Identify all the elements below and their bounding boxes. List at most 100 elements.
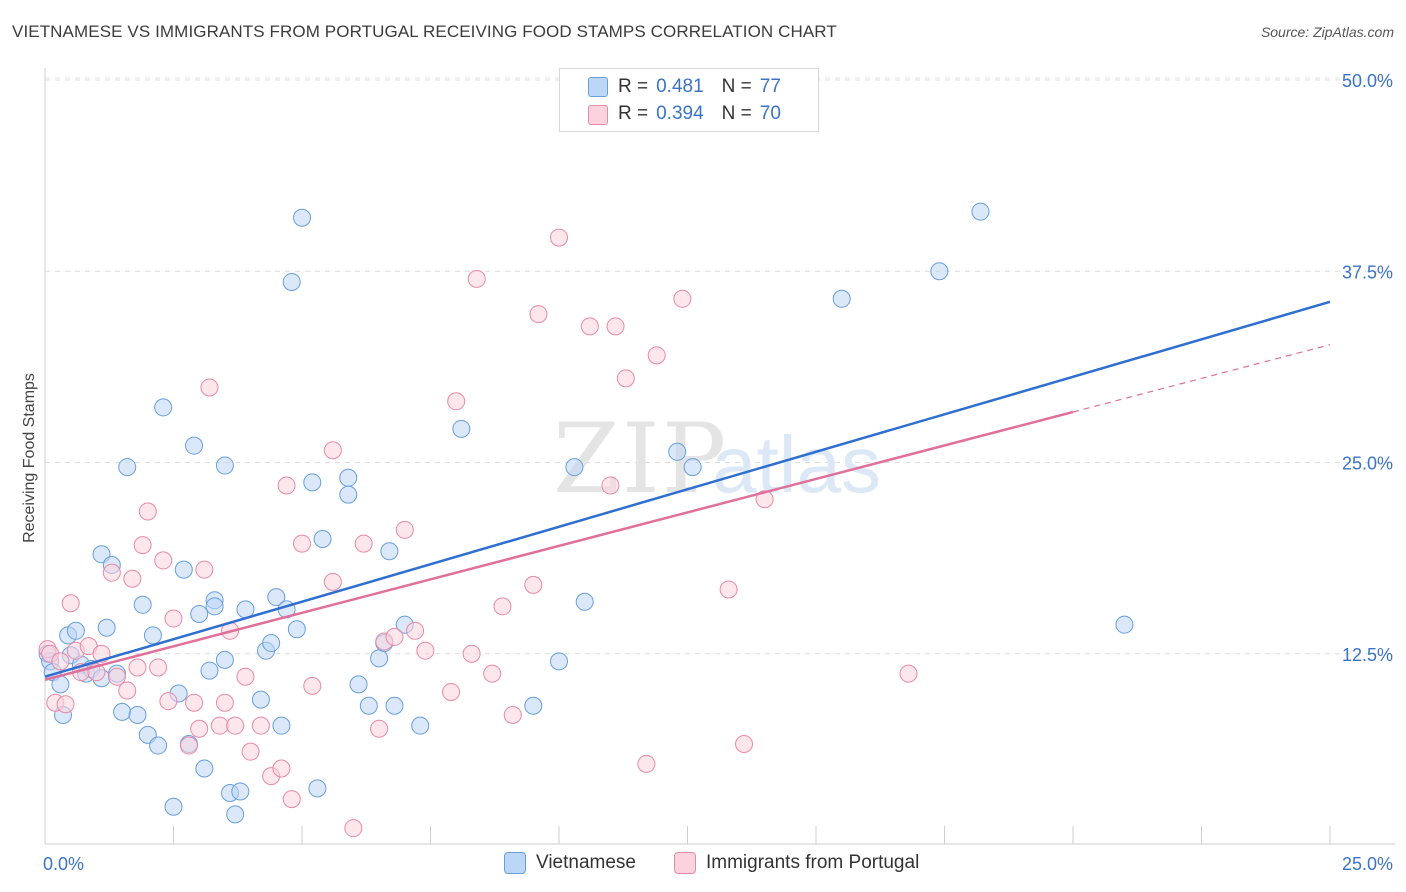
data-point [616, 369, 635, 388]
data-point [359, 696, 378, 715]
data-point [195, 759, 214, 778]
data-point [580, 317, 599, 336]
data-point [107, 667, 126, 686]
data-point [128, 658, 147, 677]
data-point [339, 485, 358, 504]
data-point [226, 805, 245, 824]
data-point [102, 563, 121, 582]
data-point [370, 649, 389, 668]
data-point [293, 534, 311, 553]
data-point [293, 208, 311, 227]
data-point [452, 419, 471, 438]
data-point [200, 378, 219, 397]
data-point [308, 779, 327, 798]
data-point [565, 458, 584, 477]
data-point [354, 534, 373, 553]
data-point [195, 560, 214, 579]
data-point [395, 520, 414, 539]
data-point [190, 604, 209, 623]
legend-item-vietnamese: Vietnamese [504, 852, 636, 874]
legend-r-label: R = [618, 103, 649, 124]
data-point [380, 542, 399, 561]
data-point [462, 644, 481, 663]
data-point [200, 661, 219, 680]
data-point [51, 652, 70, 671]
y-tick-label: 25.0% [1342, 454, 1393, 474]
data-point [133, 595, 152, 614]
trend-lines [44, 300, 1331, 681]
data-point [251, 690, 270, 709]
data-point [385, 627, 404, 646]
legend-r-label: R = [618, 76, 649, 97]
data-point [323, 572, 342, 591]
data-point [164, 609, 183, 628]
data-point [483, 664, 502, 683]
data-point [683, 458, 702, 477]
data-point [267, 588, 286, 607]
data-point [287, 620, 306, 639]
legend-n-value: 77 [759, 76, 781, 97]
data-point [154, 551, 173, 570]
data-point [832, 289, 851, 308]
legend-r-value: 0.394 [656, 103, 704, 124]
data-point [406, 621, 425, 640]
data-point [174, 560, 193, 579]
data-point [113, 702, 132, 721]
data-point [215, 456, 234, 475]
data-point [133, 536, 152, 555]
data-point [123, 569, 142, 588]
data-point [344, 819, 363, 838]
data-point [601, 476, 620, 495]
legend-n-label: N = [721, 76, 752, 97]
data-point [575, 592, 594, 611]
data-point [241, 742, 260, 761]
stats-legend: R = 0.481 N = 77 R = 0.394 N = 70 [559, 68, 819, 132]
legend-n-label: N = [721, 103, 752, 124]
data-point [971, 202, 990, 221]
data-point [66, 621, 85, 640]
data-point [282, 790, 301, 809]
data-point [493, 597, 512, 616]
data-point [56, 695, 75, 714]
data-point [339, 468, 358, 487]
data-point [416, 641, 435, 660]
data-point [442, 683, 461, 701]
data-point [303, 473, 322, 492]
data-point [668, 442, 687, 461]
data-point [524, 696, 543, 715]
data-point [447, 392, 466, 411]
x-tick-label: 0.0% [43, 854, 84, 874]
trend-line [44, 410, 1074, 681]
data-point [159, 692, 178, 711]
axes [44, 68, 1395, 845]
data-point [231, 782, 250, 801]
data-point [719, 580, 738, 599]
y-tick-label: 12.5% [1342, 645, 1393, 665]
data-point [215, 650, 234, 669]
data-point [637, 754, 656, 773]
data-point [251, 716, 270, 735]
data-point [755, 490, 774, 509]
data-point [277, 476, 296, 495]
data-point [529, 305, 548, 324]
data-point [128, 705, 147, 724]
data-point [185, 693, 204, 712]
data-point [149, 736, 168, 755]
data-point [149, 658, 168, 677]
data-point [205, 597, 224, 616]
data-point [1115, 615, 1134, 634]
data-point [735, 735, 754, 754]
legend-row-vietnamese: R = 0.481 N = 77 [618, 75, 799, 99]
y-tick-label: 50.0% [1342, 71, 1393, 91]
data-point [61, 594, 80, 613]
data-point [226, 716, 245, 735]
data-point [143, 626, 162, 645]
data-point [411, 716, 430, 735]
data-point [236, 667, 255, 686]
data-point [930, 262, 949, 281]
data-point [118, 458, 137, 477]
zipatlas-watermark: ZIP atlas [553, 403, 881, 515]
watermark-zip: ZIP [553, 403, 728, 515]
data-point [323, 441, 342, 460]
